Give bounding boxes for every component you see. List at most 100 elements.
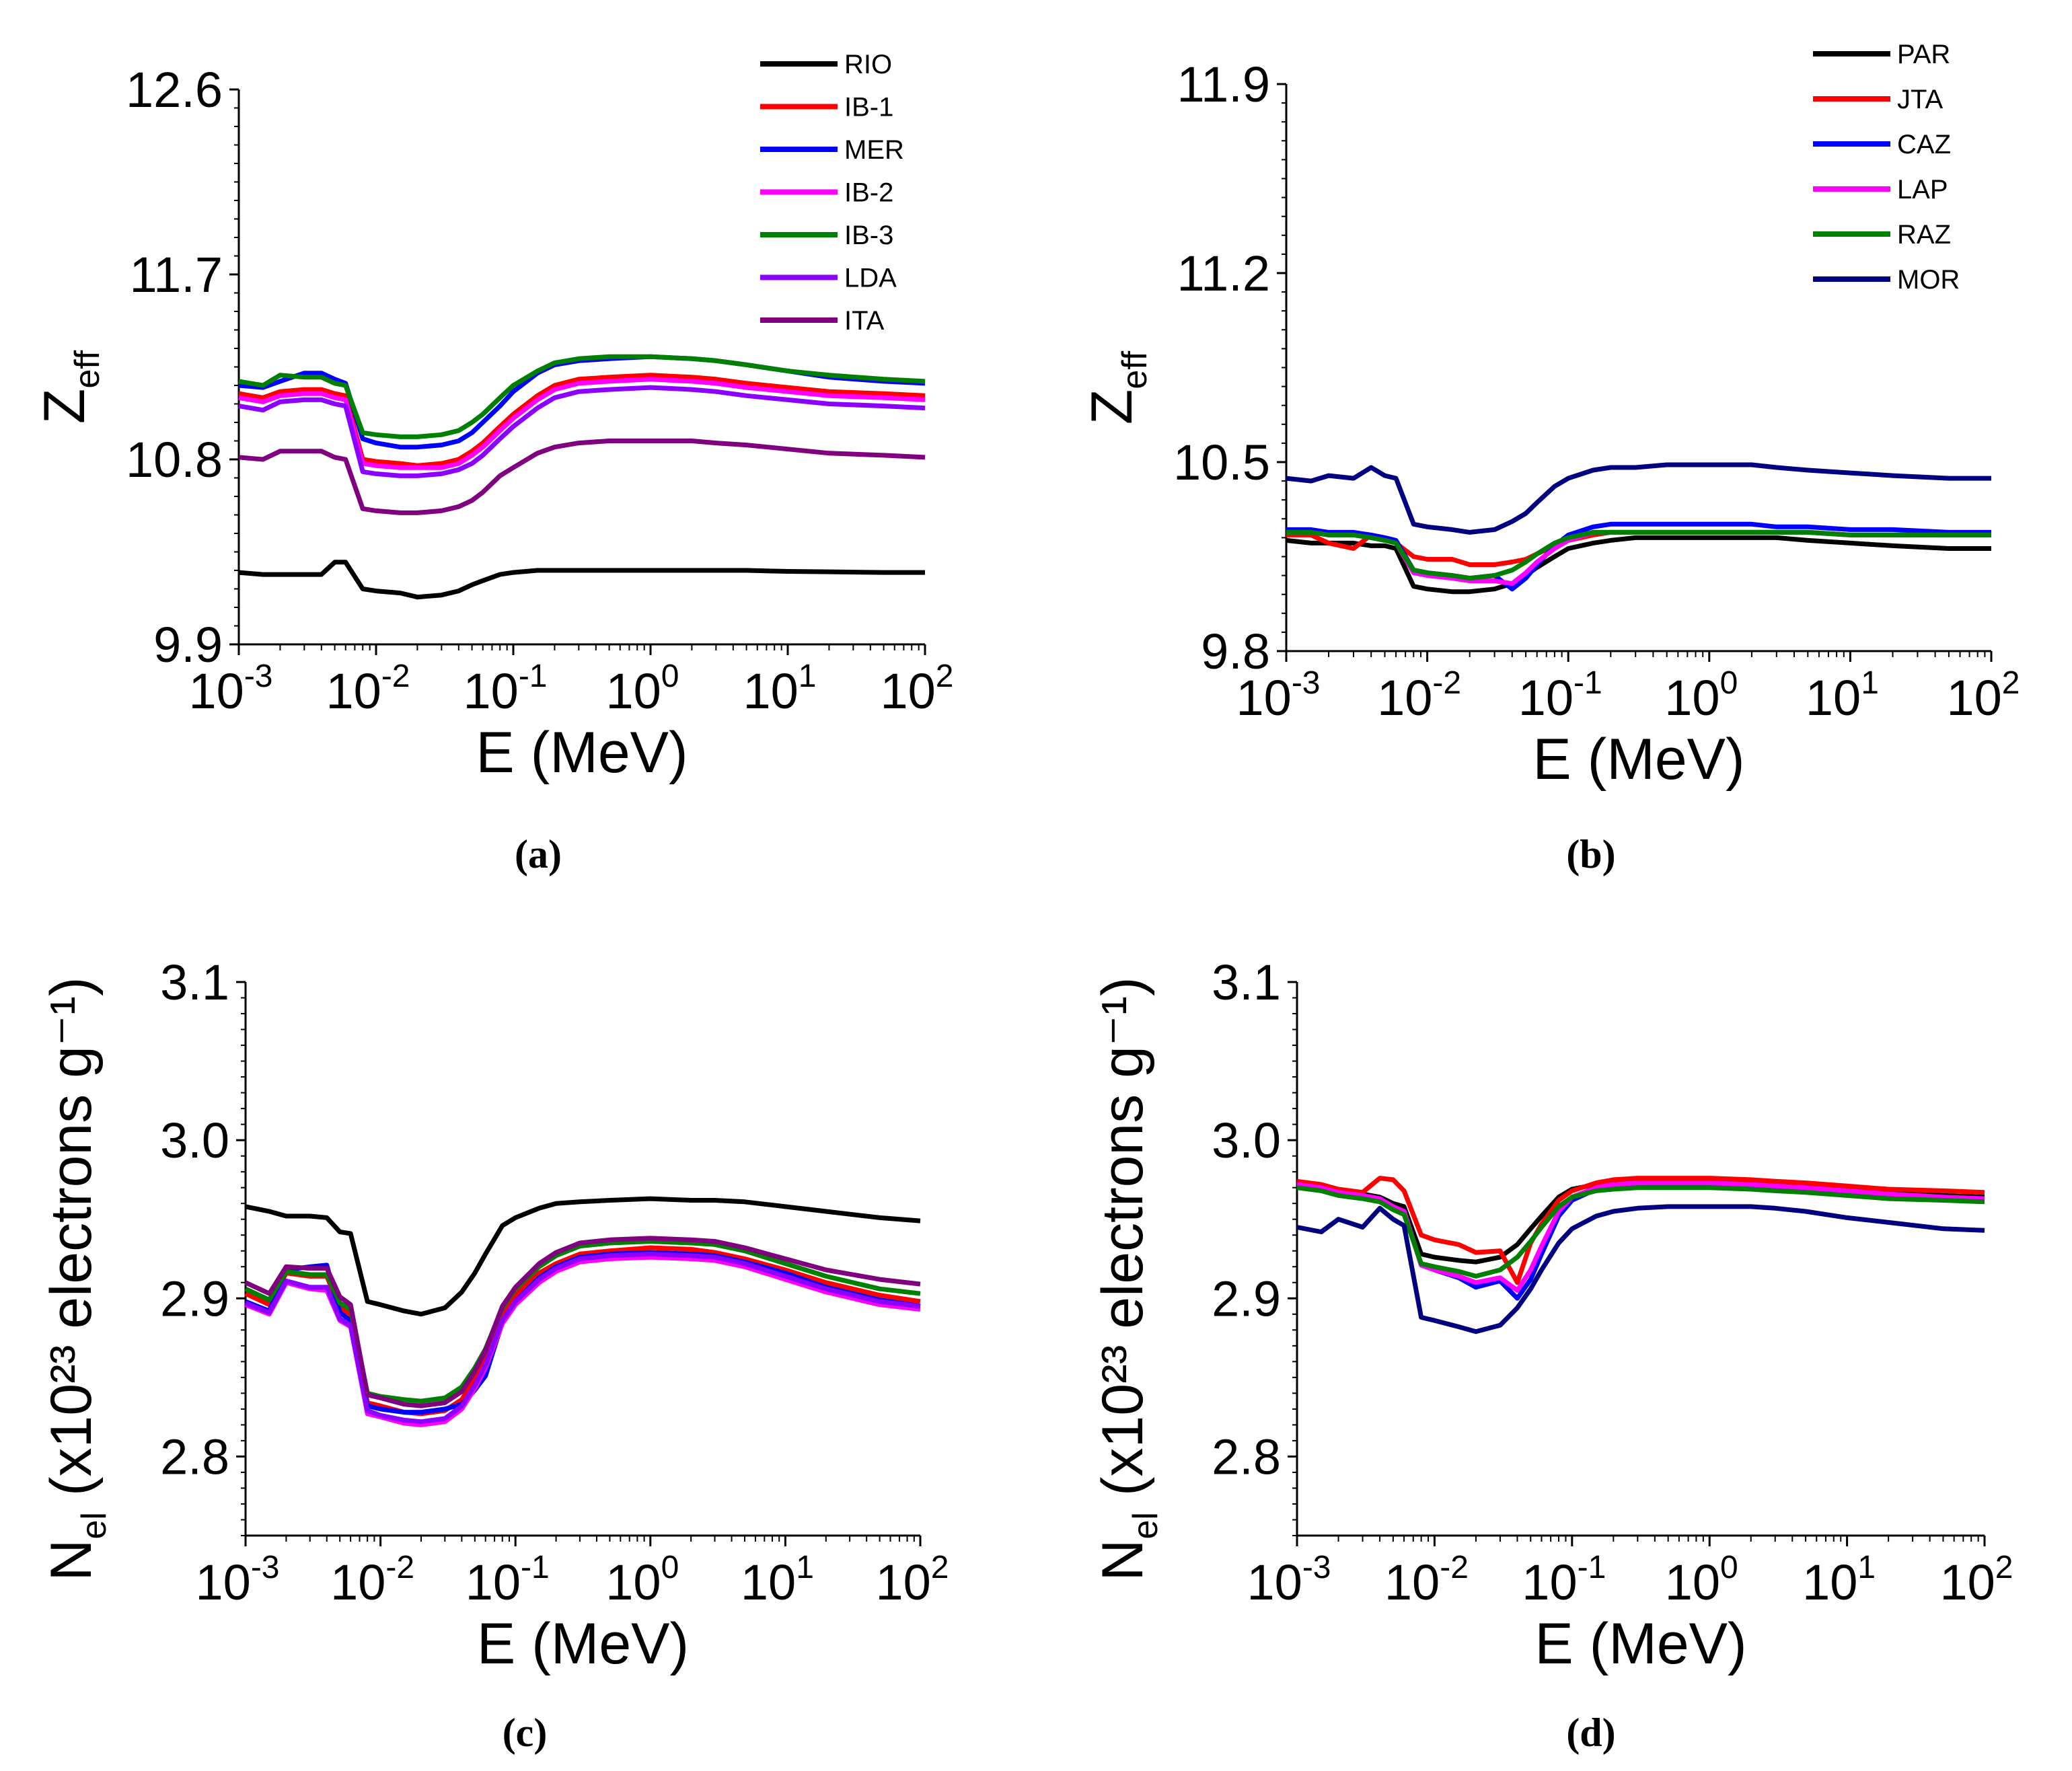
- x-tick-label: 10-2: [1377, 665, 1461, 726]
- series-line-rio: [238, 560, 925, 600]
- legend-label-jta: JTA: [1897, 85, 1943, 114]
- legend-label-lda: LDA: [844, 264, 897, 293]
- y-axis-title-subscript: eff: [68, 350, 107, 388]
- legend-label-ib-1: IB-1: [844, 93, 893, 122]
- x-tick-label: 101: [741, 1550, 814, 1610]
- x-tick-exponent: 0: [661, 658, 679, 694]
- x-tick-label: 10-3: [1236, 665, 1321, 726]
- legend-label-ib-2: IB-2: [844, 178, 893, 208]
- legend-label-mor: MOR: [1897, 265, 1960, 295]
- y-tick-label: 3.1: [1212, 954, 1281, 1010]
- x-axis-title: E (MeV): [1534, 1612, 1746, 1676]
- y-tick-label: 3.1: [160, 954, 229, 1010]
- x-tick-exponent: 0: [1720, 665, 1738, 701]
- x-tick-exponent: 1: [1857, 1550, 1876, 1585]
- x-tick-label: 10-3: [1247, 1550, 1331, 1610]
- x-axis-title: E (MeV): [476, 720, 688, 785]
- series-line-ib-1: [238, 373, 926, 468]
- series-line-ita: [244, 1236, 921, 1408]
- y-tick-label: 2.9: [160, 1271, 229, 1326]
- series-line-caz: [1296, 1182, 1985, 1301]
- x-tick-label: 10-2: [330, 1550, 414, 1610]
- x-tick-label: 101: [1802, 1550, 1876, 1610]
- legend-label-caz: CAZ: [1897, 130, 1951, 159]
- x-tick-exponent: -2: [385, 1550, 414, 1585]
- caption-text: (d): [1566, 1710, 1615, 1755]
- series-line-ib-2: [238, 377, 926, 470]
- panel-caption-d: (d): [1566, 1710, 1615, 1755]
- legend-label-ita: ITA: [844, 306, 885, 336]
- y-tick-label: 10.5: [1173, 435, 1270, 490]
- y-tick-label: 9.8: [1201, 624, 1270, 679]
- series-line-lda: [238, 385, 926, 478]
- series-line-mor: [1286, 462, 1991, 535]
- series-line-lap: [1296, 1180, 1985, 1293]
- x-tick-label: 100: [605, 658, 679, 719]
- y-axis-title-subscript: el: [75, 1512, 114, 1539]
- x-tick-exponent: -3: [251, 1550, 280, 1585]
- y-axis-title-main: Z: [32, 389, 97, 424]
- x-tick-label: 101: [1806, 665, 1879, 726]
- x-tick-exponent: -1: [519, 658, 548, 694]
- panel-caption-c: (c): [503, 1710, 548, 1755]
- y-tick-label: 11.7: [129, 247, 223, 303]
- x-tick-label: 102: [880, 658, 953, 719]
- x-tick-exponent: -1: [521, 1550, 550, 1585]
- y-tick-label: 12.6: [126, 62, 223, 118]
- y-tick-label: 2.9: [1212, 1271, 1281, 1326]
- x-tick-exponent: -3: [1302, 1550, 1331, 1585]
- x-tick-exponent: -3: [244, 658, 273, 694]
- series-line-par: [1286, 535, 1991, 595]
- x-tick-exponent: 1: [1861, 665, 1879, 701]
- series-line-ita: [238, 439, 926, 515]
- x-tick-exponent: 1: [799, 658, 817, 694]
- x-tick-exponent: 2: [1995, 1550, 2013, 1585]
- y-axis-title: Nel (x10²³ electrons g⁻¹): [1090, 977, 1165, 1581]
- x-tick-exponent: 2: [931, 1550, 949, 1585]
- y-axis-title: Nel (x10²³ electrons g⁻¹): [39, 977, 114, 1581]
- x-tick-label: 102: [1946, 665, 2020, 726]
- x-tick-exponent: -3: [1292, 665, 1321, 701]
- legend-label-ib-3: IB-3: [844, 221, 893, 250]
- x-tick-exponent: 2: [936, 658, 954, 694]
- x-tick-label: 100: [1665, 1550, 1738, 1610]
- y-tick-label: 3.0: [1212, 1113, 1281, 1168]
- y-axis-title-unit: (x10²³ electrons g⁻¹): [1090, 977, 1155, 1512]
- y-tick-label: 11.2: [1177, 246, 1270, 301]
- x-tick-exponent: 0: [1720, 1550, 1738, 1585]
- y-tick-label: 2.8: [160, 1429, 229, 1484]
- x-tick-exponent: 2: [2002, 665, 2020, 701]
- x-tick-label: 102: [1939, 1550, 2013, 1610]
- x-tick-label: 10-2: [1384, 1550, 1469, 1610]
- y-tick-label: 9.9: [153, 617, 223, 673]
- x-tick-label: 101: [743, 658, 816, 719]
- y-axis-title-subscript: el: [1126, 1512, 1165, 1539]
- y-axis-title-subscript: eff: [1115, 350, 1154, 389]
- x-tick-label: 10-1: [1518, 665, 1602, 726]
- x-tick-label: 10-1: [1522, 1550, 1606, 1610]
- legend-label-mer: MER: [844, 135, 904, 165]
- x-tick-label: 10-2: [326, 658, 410, 719]
- y-axis-title: Zeff: [32, 350, 107, 424]
- legend-label-par: PAR: [1897, 40, 1950, 69]
- series-line-raz: [1286, 529, 1991, 581]
- series-line-mor: [1296, 1204, 1985, 1334]
- x-tick-label: 10-3: [196, 1550, 280, 1610]
- x-tick-exponent: -1: [1574, 665, 1602, 701]
- series-line-raz: [1296, 1185, 1985, 1279]
- legend-label-rio: RIO: [844, 50, 892, 79]
- y-axis-title-main: N: [1090, 1540, 1155, 1581]
- caption-text: (b): [1566, 832, 1615, 876]
- x-tick-exponent: -1: [1578, 1550, 1606, 1585]
- x-axis-title: E (MeV): [1532, 727, 1744, 792]
- x-tick-label: 102: [875, 1550, 949, 1610]
- y-axis-title-main: N: [39, 1540, 104, 1581]
- caption-text: (a): [515, 832, 562, 876]
- x-tick-exponent: 0: [661, 1550, 679, 1585]
- y-tick-label: 2.8: [1212, 1429, 1281, 1484]
- x-tick-label: 10-1: [464, 658, 548, 719]
- x-tick-label: 10-3: [189, 658, 273, 719]
